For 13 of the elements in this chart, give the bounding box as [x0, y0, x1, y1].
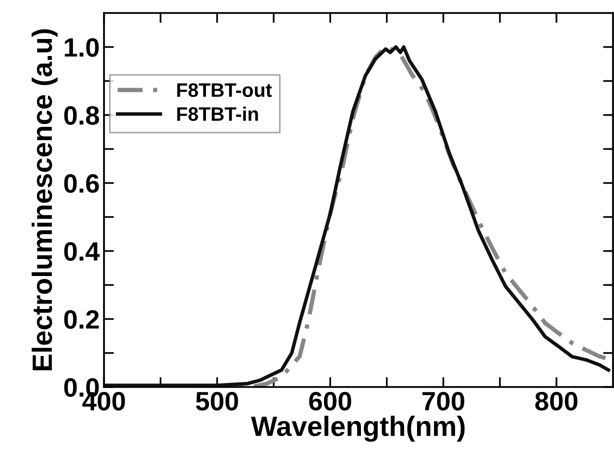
text: 1.0 — [64, 38, 99, 57]
x-tick-label: 500 — [196, 392, 238, 411]
x-tick-label: 600 — [309, 392, 352, 411]
y-tick-label: 0.8 — [64, 106, 100, 125]
legend-label: F8TBT-out — [177, 83, 272, 97]
y-axis-title: Electroluminescence (a.u) — [32, 29, 58, 370]
x-axis-title: Wavelength(nm) — [251, 416, 465, 442]
x-tick-label: 700 — [422, 392, 464, 411]
y-tick-label: 0.2 — [64, 310, 99, 329]
legend-label: F8TBT-in — [177, 106, 258, 121]
x-tick-label: 800 — [535, 392, 578, 411]
y-tick-label: 0.6 — [64, 174, 99, 193]
y-tick-label: 0.4 — [64, 242, 100, 261]
